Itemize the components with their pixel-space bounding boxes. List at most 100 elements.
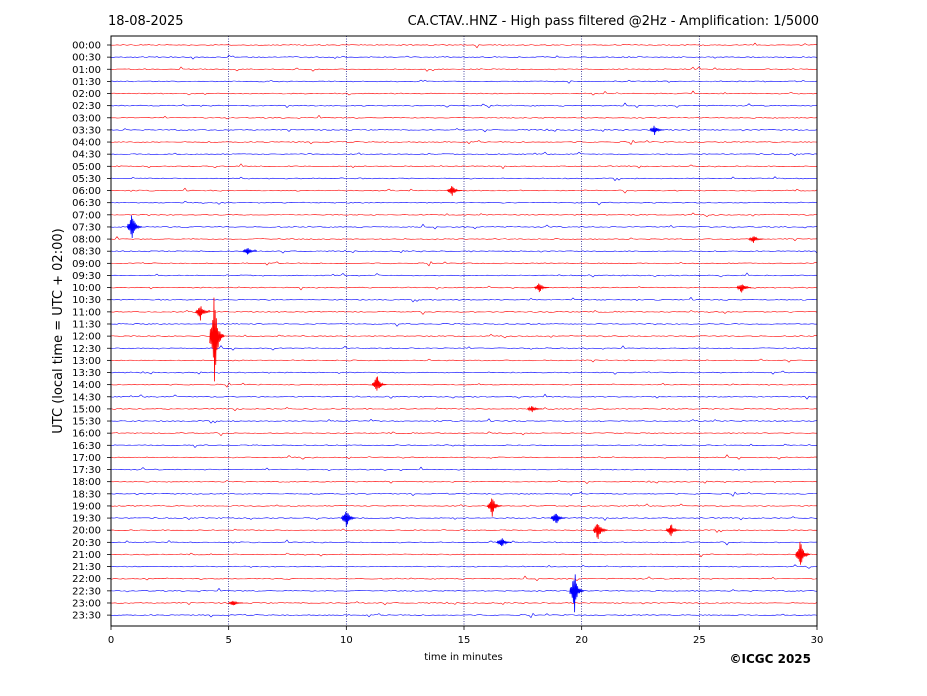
row-time-label: 22:30: [72, 586, 101, 597]
row-time-label: 23:30: [72, 611, 101, 622]
row-time-label: 18:00: [72, 477, 101, 488]
row-time-label: 03:30: [72, 125, 101, 136]
trace-row: 00:00: [72, 41, 818, 52]
x-tick-label: 25: [693, 635, 706, 646]
row-time-label: 06:00: [72, 186, 101, 197]
seismic-event: [795, 541, 811, 565]
plot-frame: [110, 35, 818, 627]
seismic-trace: [110, 128, 818, 133]
trace-row: 02:30: [72, 101, 818, 112]
row-time-label: 16:30: [72, 441, 101, 452]
row-time-label: 21:30: [72, 562, 101, 573]
chart-title: CA.CTAV..HNZ - High pass filtered @2Hz -…: [408, 14, 819, 29]
trace-row: 10:00: [72, 283, 818, 294]
seismic-event: [209, 297, 225, 382]
row-time-label: 04:30: [72, 150, 101, 161]
seismic-trace: [110, 187, 818, 194]
row-time-label: 18:30: [72, 489, 101, 500]
row-time-label: 01:00: [72, 65, 101, 76]
seismic-trace: [110, 54, 818, 60]
row-time-label: 05:30: [72, 174, 101, 185]
seismic-trace: [110, 528, 818, 533]
trace-row: 06:30: [72, 198, 818, 209]
seismic-trace: [110, 443, 818, 449]
x-tick-label: 0: [108, 635, 114, 646]
seismic-event: [242, 248, 258, 255]
row-time-label: 02:00: [72, 89, 101, 100]
row-time-label: 17:00: [72, 453, 101, 464]
row-time-label: 08:00: [72, 235, 101, 246]
trace-row: 14:00: [72, 380, 818, 391]
row-time-label: 09:00: [72, 259, 101, 270]
vertical-grid: [228, 36, 700, 626]
seismic-trace: [110, 612, 818, 619]
seismic-trace: [110, 200, 818, 206]
trace-row: 09:30: [72, 271, 818, 282]
trace-row: 04:00: [72, 138, 818, 149]
copyright-label: ©ICGC 2025: [729, 652, 811, 666]
row-time-label: 03:00: [72, 113, 101, 124]
x-tick-label: 20: [575, 635, 588, 646]
trace-row: 20:00: [72, 526, 818, 537]
row-time-label: 15:00: [72, 404, 101, 415]
seismic-trace: [110, 42, 818, 49]
seismic-event: [550, 513, 566, 524]
row-time-label: 15:30: [72, 417, 101, 428]
row-time-label: 22:00: [72, 574, 101, 585]
y-axis-label: UTC (local time = UTC + 02:00): [51, 228, 66, 433]
trace-row: 16:00: [72, 429, 818, 440]
seismic-event: [371, 376, 387, 391]
trace-row: 05:30: [72, 174, 818, 185]
seismic-trace: [110, 285, 818, 291]
row-time-label: 04:00: [72, 138, 101, 149]
seismic-trace: [110, 393, 818, 400]
seismic-event: [736, 284, 752, 293]
trace-row: 13:00: [72, 356, 818, 367]
seismic-event: [195, 306, 211, 321]
seismic-event: [527, 406, 542, 413]
row-time-label: 07:00: [72, 210, 101, 221]
seismic-trace: [110, 310, 818, 315]
row-time-label: 13:30: [72, 368, 101, 379]
seismic-trace: [110, 102, 818, 109]
seismic-event: [665, 524, 681, 537]
row-time-label: 21:00: [72, 550, 101, 561]
seismic-trace: [110, 431, 818, 437]
seismic-trace: [110, 358, 818, 363]
trace-row: 17:00: [72, 453, 818, 464]
x-tick-label: 30: [811, 635, 824, 646]
row-time-label: 05:00: [72, 162, 101, 173]
row-time-label: 14:00: [72, 380, 101, 391]
row-time-label: 00:00: [72, 41, 101, 52]
row-time-label: 17:30: [72, 465, 101, 476]
seismic-trace: [110, 272, 818, 278]
x-axis-label: time in minutes: [424, 652, 503, 663]
row-time-label: 10:00: [72, 283, 101, 294]
seismic-trace: [110, 114, 818, 120]
seismic-event: [487, 498, 503, 517]
seismic-trace: [110, 176, 818, 182]
trace-row: 03:30: [72, 125, 818, 136]
x-axis: 0 5 10 15 20 25 30: [108, 626, 824, 646]
row-time-label: 23:00: [72, 598, 101, 609]
seismic-trace: [110, 139, 818, 146]
row-time-label: 06:30: [72, 198, 101, 209]
seismic-event: [592, 524, 608, 540]
row-time-label: 19:30: [72, 514, 101, 525]
trace-row: 00:30: [72, 53, 818, 64]
seismic-event: [748, 236, 764, 243]
row-time-label: 08:30: [72, 247, 101, 258]
seismic-event: [126, 215, 143, 239]
trace-row: 23:30: [72, 611, 818, 622]
trace-row: 16:30: [72, 441, 818, 452]
row-time-label: 20:00: [72, 526, 101, 537]
seismic-trace: [110, 382, 818, 388]
row-time-label: 09:30: [72, 271, 101, 282]
row-time-label: 16:00: [72, 429, 101, 440]
row-time-label: 00:30: [72, 53, 101, 64]
seismic-event: [496, 538, 512, 547]
row-time-label: 12:00: [72, 332, 101, 343]
trace-row: 19:30: [72, 514, 818, 525]
row-time-label: 11:00: [72, 307, 101, 318]
x-tick-label: 5: [225, 635, 231, 646]
